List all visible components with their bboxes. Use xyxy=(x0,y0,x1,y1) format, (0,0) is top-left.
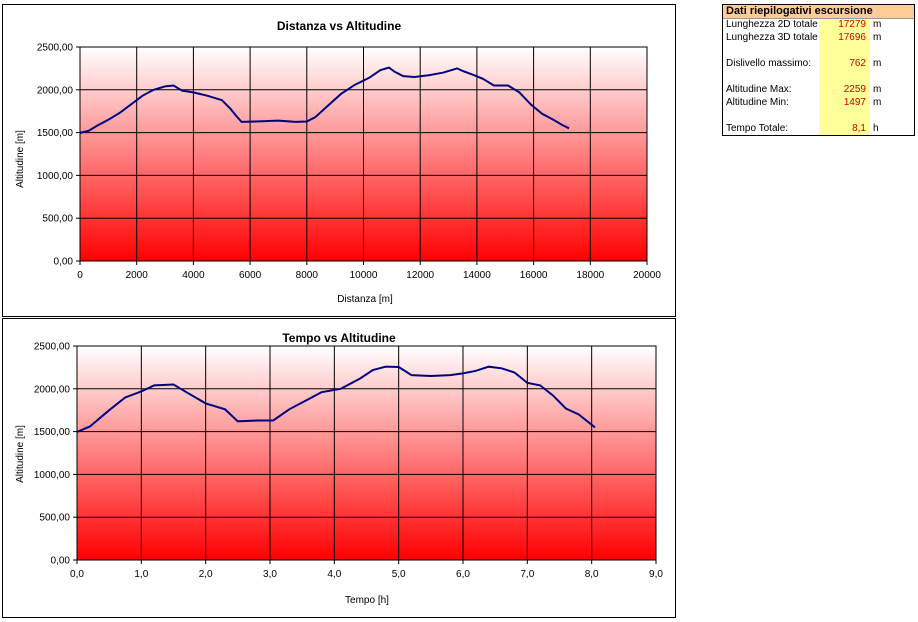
x-tick-label: 8,0 xyxy=(585,569,599,580)
summary-unit: m xyxy=(873,19,882,30)
y-tick-label: 0,00 xyxy=(51,556,71,567)
x-tick-label: 3,0 xyxy=(263,569,277,580)
summary-table: Dati riepilogativi escursione Lunghezza … xyxy=(722,4,915,136)
summary-label: Lunghezza 3D totale xyxy=(726,32,818,43)
summary-value: 8,1 xyxy=(852,123,866,134)
summary-label: Altitudine Min: xyxy=(726,97,789,108)
summary-row: Lunghezza 2D totale 17279 m xyxy=(723,19,914,31)
summary-label: Altitudine Max: xyxy=(726,84,792,95)
summary-row: Altitudine Min: 1497 m xyxy=(723,97,914,109)
summary-row: Altitudine Max: 2259 m xyxy=(723,84,914,96)
y-tick-label: 1000,00 xyxy=(34,470,71,481)
summary-title: Dati riepilogativi escursione xyxy=(723,5,914,19)
y-tick-label: 1500,00 xyxy=(34,427,71,438)
x-tick-label: 2000 xyxy=(126,270,149,281)
x-tick-label: 16000 xyxy=(520,270,548,281)
summary-unit: m xyxy=(873,97,882,108)
y-tick-label: 500,00 xyxy=(42,214,73,225)
y-tick-label: 1000,00 xyxy=(37,171,74,182)
x-tick-label: 14000 xyxy=(463,270,491,281)
x-tick-label: 4,0 xyxy=(327,569,341,580)
x-tick-label: 0,0 xyxy=(70,569,84,580)
y-axis-label: Altitudine [m] xyxy=(15,425,26,483)
summary-value: 17279 xyxy=(838,19,866,30)
summary-unit: m xyxy=(873,84,882,95)
time-altitude-chart: Tempo vs Altitudine Altitudine [m] Tempo… xyxy=(15,331,663,606)
summary-value: 2259 xyxy=(843,84,866,95)
y-tick-label: 2500,00 xyxy=(34,342,71,353)
altitude-series-line xyxy=(76,365,596,433)
summary-row: Dislivello massimo: 762 m xyxy=(723,58,914,70)
y-tick-label: 2000,00 xyxy=(37,85,74,96)
x-tick-label: 2,0 xyxy=(199,569,213,580)
y-axis-label: Altitudine [m] xyxy=(15,130,26,188)
x-tick-label: 1,0 xyxy=(134,569,148,580)
x-tick-label: 10000 xyxy=(350,270,378,281)
summary-unit: m xyxy=(873,32,882,43)
summary-label: Dislivello massimo: xyxy=(726,58,812,69)
x-tick-label: 20000 xyxy=(633,270,661,281)
summary-row: Lunghezza 3D totale 17696 m xyxy=(723,32,914,44)
summary-value: 1497 xyxy=(843,97,866,108)
summary-unit: m xyxy=(873,58,882,69)
chart-title: Tempo vs Altitudine xyxy=(282,331,396,345)
chart-panel-time: Tempo vs Altitudine Altitudine [m] Tempo… xyxy=(2,318,676,618)
x-tick-label: 18000 xyxy=(576,270,604,281)
x-tick-label: 12000 xyxy=(406,270,434,281)
summary-value: 762 xyxy=(849,58,866,69)
summary-value: 17696 xyxy=(838,32,866,43)
altitude-series-line xyxy=(79,66,570,134)
y-tick-label: 500,00 xyxy=(39,513,70,524)
x-tick-label: 9,0 xyxy=(649,569,663,580)
y-tick-label: 1500,00 xyxy=(37,128,74,139)
summary-row: Tempo Totale: 8,1 h xyxy=(723,123,914,135)
summary-unit: h xyxy=(873,123,879,134)
x-tick-label: 0 xyxy=(77,270,83,281)
x-axis-label: Tempo [h] xyxy=(345,595,389,606)
x-tick-label: 4000 xyxy=(182,270,205,281)
chart-title: Distanza vs Altitudine xyxy=(277,19,402,33)
x-tick-label: 6000 xyxy=(239,270,262,281)
x-axis-label: Distanza [m] xyxy=(337,294,393,305)
x-tick-label: 6,0 xyxy=(456,569,470,580)
summary-label: Tempo Totale: xyxy=(726,123,789,134)
summary-value-column xyxy=(819,19,870,135)
summary-label: Lunghezza 2D totale xyxy=(726,19,818,30)
x-tick-label: 8000 xyxy=(296,270,319,281)
chart-panel-distance: Distanza vs Altitudine Altitudine [m] Di… xyxy=(2,4,676,317)
plot-area xyxy=(76,345,657,561)
y-tick-label: 2500,00 xyxy=(37,43,74,54)
x-tick-label: 7,0 xyxy=(520,569,534,580)
y-tick-label: 2000,00 xyxy=(34,384,71,395)
x-tick-label: 5,0 xyxy=(392,569,406,580)
y-tick-label: 0,00 xyxy=(54,257,74,268)
distance-altitude-chart: Distanza vs Altitudine Altitudine [m] Di… xyxy=(15,19,661,305)
